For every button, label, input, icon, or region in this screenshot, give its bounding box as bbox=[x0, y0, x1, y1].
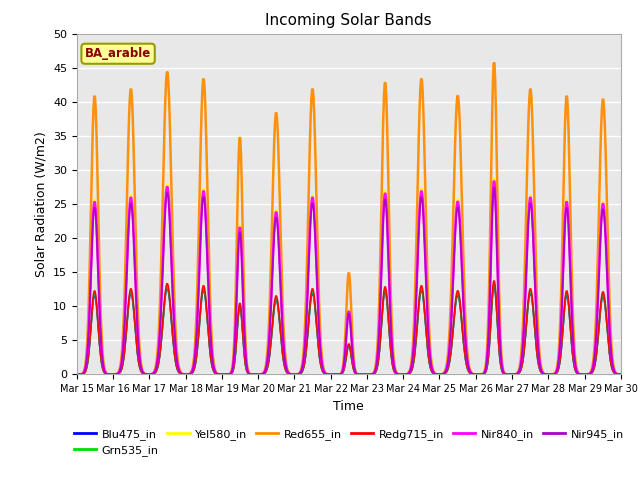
Y-axis label: Solar Radiation (W/m2): Solar Radiation (W/m2) bbox=[35, 131, 47, 277]
X-axis label: Time: Time bbox=[333, 400, 364, 413]
Title: Incoming Solar Bands: Incoming Solar Bands bbox=[266, 13, 432, 28]
Legend: Blu475_in, Grn535_in, Yel580_in, Red655_in, Redg715_in, Nir840_in, Nir945_in: Blu475_in, Grn535_in, Yel580_in, Red655_… bbox=[69, 424, 628, 460]
Text: BA_arable: BA_arable bbox=[85, 47, 151, 60]
